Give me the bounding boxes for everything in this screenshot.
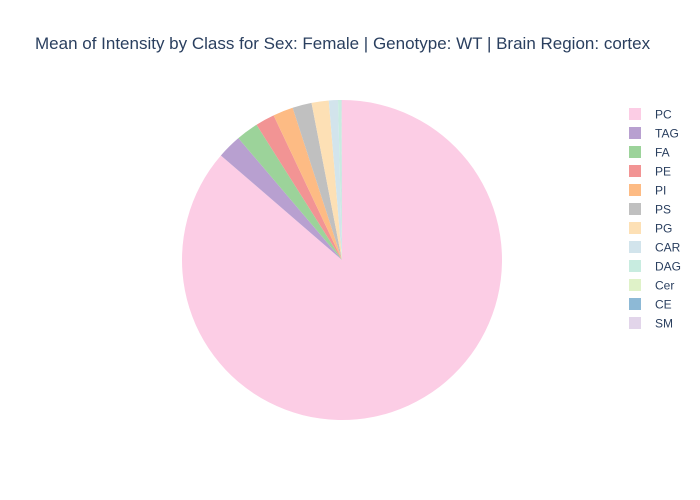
legend-swatch bbox=[629, 317, 641, 329]
legend-item-pc[interactable]: PC bbox=[629, 108, 672, 122]
legend-swatch bbox=[629, 165, 641, 177]
pie-slice-cer[interactable] bbox=[341, 99, 342, 260]
legend-item-cer[interactable]: Cer bbox=[629, 279, 674, 293]
legend-item-car[interactable]: CAR bbox=[629, 241, 681, 255]
legend-swatch bbox=[629, 108, 641, 120]
legend-item-fa[interactable]: FA bbox=[629, 146, 670, 160]
pie-slice-tag[interactable] bbox=[220, 138, 342, 260]
legend-label: FA bbox=[655, 146, 670, 160]
legend-label: PC bbox=[655, 108, 672, 122]
legend-swatch bbox=[629, 298, 641, 310]
legend-swatch bbox=[629, 222, 641, 234]
legend-item-tag[interactable]: TAG bbox=[629, 127, 679, 141]
legend-label: PI bbox=[655, 184, 666, 198]
legend-label: PE bbox=[655, 165, 671, 179]
legend-item-dag[interactable]: DAG bbox=[629, 260, 681, 274]
legend-swatch bbox=[629, 184, 641, 196]
pie-slice-dag[interactable] bbox=[338, 100, 342, 260]
pie-slice-pc[interactable] bbox=[181, 100, 502, 421]
legend-label: TAG bbox=[655, 127, 679, 141]
legend-swatch bbox=[629, 260, 641, 272]
legend-label: Cer bbox=[655, 279, 674, 293]
pie-slice-pe[interactable] bbox=[256, 115, 342, 260]
pie-slice-pg[interactable] bbox=[311, 100, 342, 260]
legend-item-sm[interactable]: SM bbox=[629, 317, 673, 331]
legend-label: SM bbox=[655, 317, 673, 331]
legend-item-pe[interactable]: PE bbox=[629, 165, 671, 179]
legend-label: DAG bbox=[655, 260, 681, 274]
legend-label: CAR bbox=[655, 241, 681, 255]
legend-label: PG bbox=[655, 222, 672, 236]
pie-slice-ce[interactable] bbox=[341, 99, 342, 260]
legend-item-ps[interactable]: PS bbox=[629, 203, 671, 217]
legend-item-pi[interactable]: PI bbox=[629, 184, 666, 198]
legend-label: PS bbox=[655, 203, 671, 217]
legend-swatch bbox=[629, 146, 641, 158]
legend-item-ce[interactable]: CE bbox=[629, 298, 672, 312]
pie-slice-pi[interactable] bbox=[273, 107, 342, 260]
pie-slices bbox=[181, 99, 502, 421]
legend-item-pg[interactable]: PG bbox=[629, 222, 672, 236]
pie-slice-fa[interactable] bbox=[238, 124, 342, 260]
chart-title: Mean of Intensity by Class for Sex: Fema… bbox=[35, 34, 651, 53]
legend-label: CE bbox=[655, 298, 672, 312]
pie-slice-car[interactable] bbox=[328, 100, 342, 260]
legend-swatch bbox=[629, 241, 641, 253]
legend-swatch bbox=[629, 127, 641, 139]
legend-swatch bbox=[629, 279, 641, 291]
legend-swatch bbox=[629, 203, 641, 215]
legend: PC TAG FA PE PI PS PG CAR DAG Cer CE SM bbox=[629, 108, 681, 331]
pie-slice-ps[interactable] bbox=[292, 102, 342, 261]
